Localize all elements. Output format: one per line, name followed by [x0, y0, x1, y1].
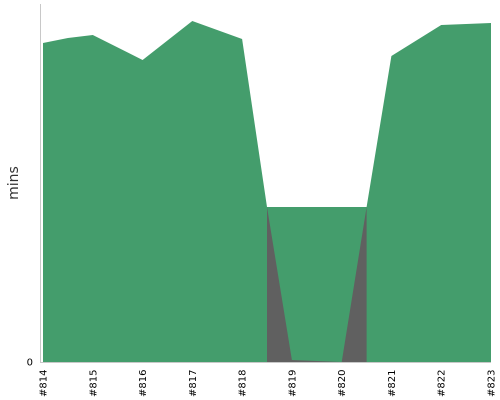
area-series-1 [43, 21, 491, 362]
x-tick-label: #820 [337, 370, 348, 397]
y-axis-label: mins [6, 166, 22, 200]
x-tick-label: #818 [238, 370, 249, 397]
x-tick-label: #821 [387, 370, 398, 397]
x-tick-label: #817 [188, 370, 199, 397]
x-tick-label: #819 [287, 370, 298, 397]
y-tick-label: 0 [27, 358, 33, 369]
tick-labels: #814 #815 #816 #817 #818 #819 #820 #821 #822 #823… [27, 358, 498, 398]
x-tick-label: #823 [487, 370, 498, 397]
axes [40, 4, 491, 363]
plot-area [43, 21, 491, 362]
x-tick-label: #814 [39, 370, 50, 397]
area-series-2 [267, 207, 367, 362]
x-tick-label: #815 [88, 370, 99, 397]
x-tick-label: #822 [437, 370, 448, 397]
x-tick-label: #816 [138, 370, 149, 397]
